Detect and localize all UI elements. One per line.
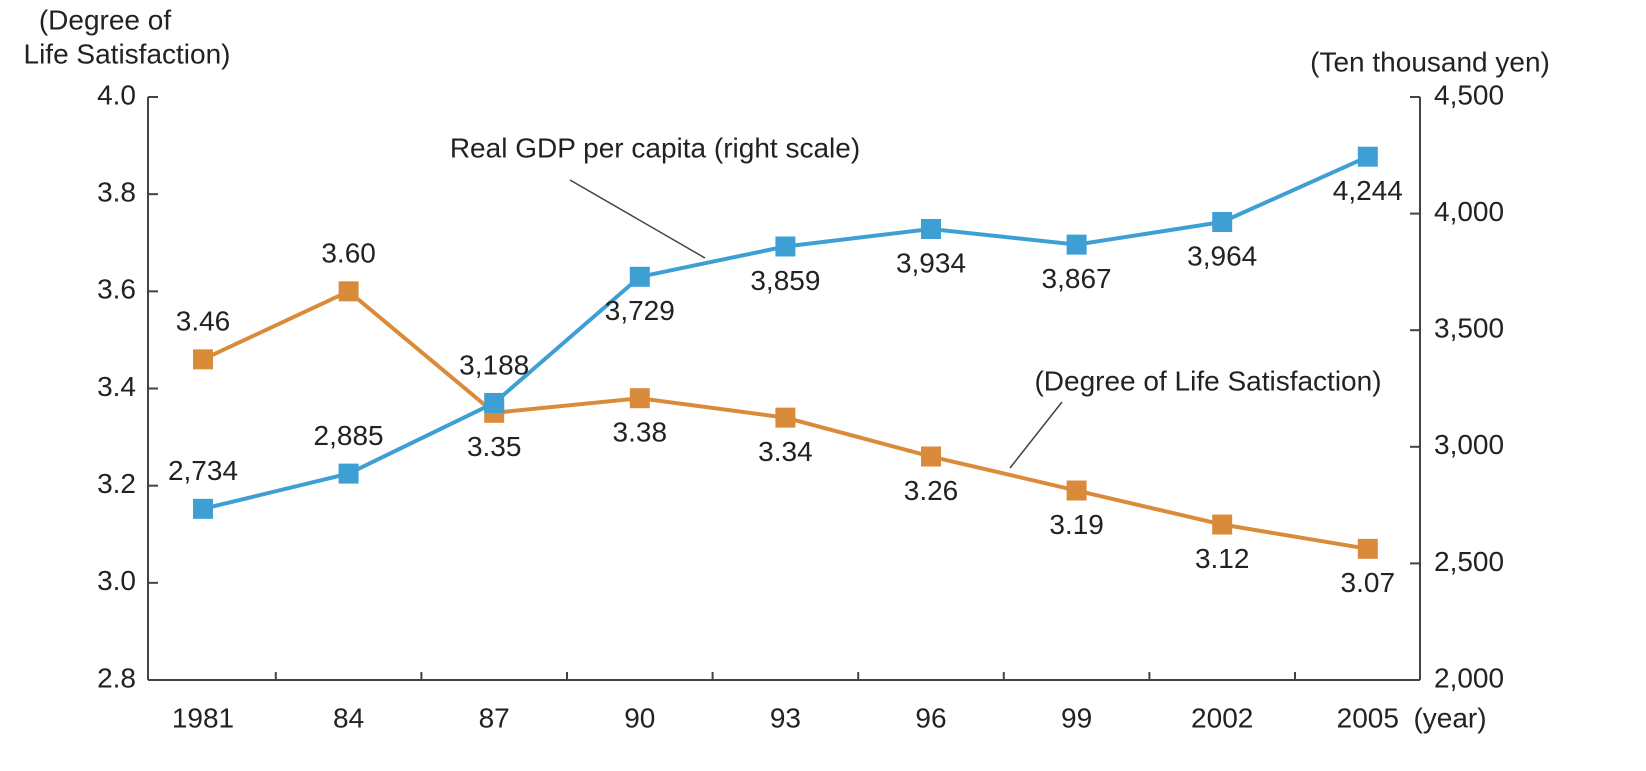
- data-label: 3.38: [613, 417, 668, 448]
- data-label: 3.34: [758, 436, 813, 467]
- y2-axis-label: (Ten thousand yen): [1310, 46, 1550, 77]
- marker: [193, 498, 213, 519]
- x-tick-label: 87: [479, 702, 510, 733]
- data-label: 3.46: [176, 306, 231, 337]
- data-label: 3,867: [1042, 263, 1112, 294]
- y-tick-label: 2.8: [97, 662, 136, 693]
- y-tick-label: 3.6: [97, 274, 136, 305]
- y2-tick-label: 3,000: [1434, 429, 1504, 460]
- leader-line: [569, 179, 706, 259]
- marker: [921, 218, 941, 239]
- data-label: 4,244: [1333, 175, 1403, 206]
- x-tick-label: 99: [1061, 702, 1092, 733]
- y2-tick-label: 4,500: [1434, 79, 1504, 110]
- y-tick-label: 3.2: [97, 468, 136, 499]
- data-label: 3.19: [1049, 509, 1104, 540]
- marker: [775, 236, 796, 257]
- data-label: 3.07: [1341, 567, 1396, 598]
- data-label: 3.26: [904, 475, 959, 506]
- marker: [1357, 538, 1378, 559]
- data-label: 3,859: [750, 265, 820, 296]
- marker: [1212, 514, 1233, 535]
- marker: [1212, 211, 1233, 232]
- y2-tick-label: 3,500: [1434, 313, 1504, 344]
- data-label: 3,729: [605, 295, 675, 326]
- x-tick-label: 1981: [172, 702, 234, 733]
- y-tick-label: 3.4: [97, 371, 136, 402]
- series-annotation: (Degree of Life Satisfaction): [1034, 365, 1381, 396]
- x-tick-label: 2005: [1337, 702, 1399, 733]
- y-axis-label: (Degree of: [39, 4, 172, 35]
- marker: [338, 463, 359, 484]
- y-tick-label: 3.0: [97, 565, 136, 596]
- marker: [1357, 146, 1378, 167]
- series-annotation: Real GDP per capita (right scale): [450, 132, 860, 163]
- x-tick-label: 2002: [1191, 702, 1253, 733]
- x-tick-label: 96: [915, 702, 946, 733]
- marker: [484, 392, 505, 413]
- marker: [921, 446, 941, 467]
- x-tick-label: 84: [333, 702, 364, 733]
- marker: [775, 407, 796, 428]
- x-axis-label: (year): [1413, 702, 1486, 733]
- data-label: 2,734: [168, 455, 238, 486]
- x-tick-label: 93: [770, 702, 801, 733]
- leader-line: [1009, 401, 1063, 469]
- data-label: 3,934: [896, 247, 966, 278]
- y-tick-label: 4.0: [97, 79, 136, 110]
- x-tick-label: 90: [624, 702, 655, 733]
- y2-tick-label: 2,500: [1434, 546, 1504, 577]
- data-label: 3.60: [321, 238, 376, 269]
- y2-tick-label: 4,000: [1434, 196, 1504, 227]
- marker: [629, 388, 650, 409]
- y2-tick-label: 2,000: [1434, 662, 1504, 693]
- y-tick-label: 3.8: [97, 177, 136, 208]
- data-label: 3.12: [1195, 543, 1250, 574]
- data-label: 3,964: [1187, 240, 1257, 271]
- marker: [338, 281, 359, 302]
- y-axis-label: Life Satisfaction): [24, 38, 231, 69]
- marker: [629, 266, 650, 287]
- marker: [1066, 480, 1087, 501]
- data-label: 3.35: [467, 431, 522, 462]
- data-label: 3,188: [459, 349, 529, 380]
- marker: [1066, 234, 1087, 255]
- data-label: 2,885: [314, 420, 384, 451]
- marker: [193, 349, 213, 370]
